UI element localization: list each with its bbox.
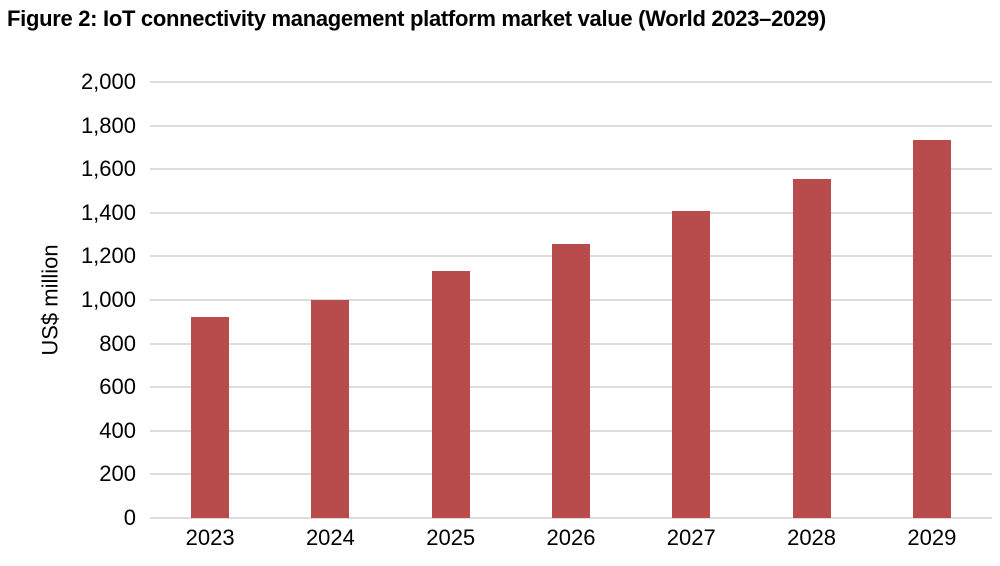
x-tick-label: 2026 — [546, 525, 596, 550]
bar-2028 — [792, 179, 831, 518]
y-tick-label: 0 — [123, 505, 136, 530]
y-tick-label: 600 — [99, 374, 136, 400]
gridline — [150, 124, 992, 127]
figure-title: Figure 2: IoT connectivity management pl… — [7, 6, 826, 31]
x-axis-line — [150, 517, 992, 519]
y-tick-label: 800 — [99, 330, 136, 356]
y-tick-label: 200 — [99, 461, 136, 487]
y-tick-label: 1,400 — [80, 199, 136, 225]
y-tick-label: 1,200 — [80, 243, 136, 269]
y-tick-label: 1,000 — [80, 287, 136, 312]
x-tick-label: 2024 — [305, 525, 355, 550]
gridline — [150, 81, 992, 83]
bar-2029 — [912, 139, 951, 518]
bar-2023 — [191, 317, 230, 518]
gridline — [150, 168, 992, 171]
bar-2027 — [672, 210, 711, 518]
x-tick-label: 2029 — [907, 525, 957, 550]
gridline — [150, 211, 992, 214]
bar-2026 — [552, 244, 590, 518]
y-tick-label: 1,800 — [80, 112, 136, 138]
x-tick-label: 2025 — [426, 525, 476, 550]
bar-2024 — [311, 300, 350, 518]
x-tick-label: 2027 — [666, 525, 716, 550]
x-tick-label: 2028 — [787, 525, 837, 550]
y-tick-label: 1,600 — [80, 156, 136, 182]
y-tick-label: 2,000 — [80, 69, 136, 94]
bar-2025 — [431, 270, 470, 518]
x-tick-label: 2023 — [185, 525, 235, 550]
y-tick-label: 400 — [99, 417, 136, 443]
plot-area — [150, 81, 992, 519]
